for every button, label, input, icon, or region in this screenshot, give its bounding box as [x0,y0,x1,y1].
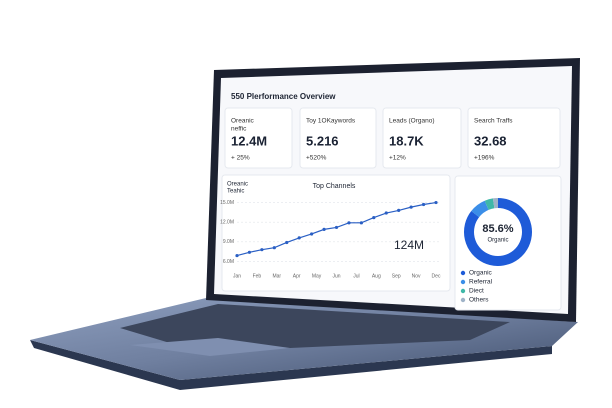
donut-segment [484,198,495,210]
legend-label: Others [469,297,489,304]
kpi-value: 32.68 [474,133,507,148]
line-point [434,200,438,205]
legend-swatch [460,288,466,294]
line-point [247,250,252,254]
y-tick-label: 6.0M [223,259,234,265]
x-tick-label: Jan [233,273,241,279]
chart-title: Top Channels [313,183,356,190]
x-tick-label: Aug [372,273,381,279]
x-tick-label: Jun [332,273,340,279]
kpi-change: +520% [306,155,327,162]
x-tick-label: May [312,273,322,279]
annotation: 124M [394,238,424,252]
chart-subtitle: Teahic [227,189,244,195]
line-point [384,211,388,215]
x-tick-label: Apr [293,273,301,279]
line-point [310,232,314,236]
line-point [260,248,264,252]
donut-center-value: 85.6% [482,223,513,235]
kpi-change: + 25% [231,155,250,162]
dashboard-title: 550 Plerformance Overview [231,92,336,101]
line-point [347,221,351,225]
kpi-label: Leads (Organo) [389,118,435,125]
x-tick-label: Jul [353,273,359,279]
legend-label: Organic [469,270,493,277]
legend-label: Diect [469,288,484,295]
line-point [235,253,239,258]
legend-label: Referral [469,279,493,286]
kpi-change: +12% [389,155,406,162]
x-tick-label: Mar [272,273,281,279]
legend-swatch [460,270,466,276]
kpi-label: Oreanic [231,118,255,125]
line-point [372,216,376,220]
x-tick-label: Sep [392,273,401,279]
legend-swatch [460,297,466,303]
kpi-label: Toy 1OKaywords [306,118,356,125]
line-point [272,246,276,250]
line-point [285,240,289,245]
kpi-card [299,107,377,169]
legend-swatch [460,279,466,285]
line-point [421,202,426,207]
kpi-card [467,107,561,169]
x-tick-label: Nov [412,273,421,279]
kpi-label: Search Traffs [474,118,513,125]
kpi-label: neffic [231,126,247,133]
kpi-value: 18.7K [389,133,424,148]
y-tick-label: 9.0M [223,239,234,245]
kpi-value: 12.4M [231,133,267,148]
trackpad [130,338,290,356]
y-tick-label: 12.0M [220,220,234,226]
kpi-card [224,107,293,169]
line-point [359,221,363,225]
x-tick-label: Feb [253,273,262,279]
base-edge [30,340,552,390]
donut-segment [464,198,532,266]
line-panel [221,174,451,292]
line-point [297,236,301,240]
line-point [397,208,401,212]
line-point [334,225,339,230]
chart-subtitle: Oreanic [227,182,248,188]
donut-center-label: Organic [487,238,508,244]
kpi-card [382,107,462,169]
line-point [322,227,326,231]
kpi-value: 5.216 [306,133,339,148]
y-tick-label: 15.0M [220,200,234,206]
kpi-change: +196% [474,155,495,162]
donut-segment [471,200,489,218]
line-point [409,205,413,209]
x-tick-label: Dec [432,273,441,279]
